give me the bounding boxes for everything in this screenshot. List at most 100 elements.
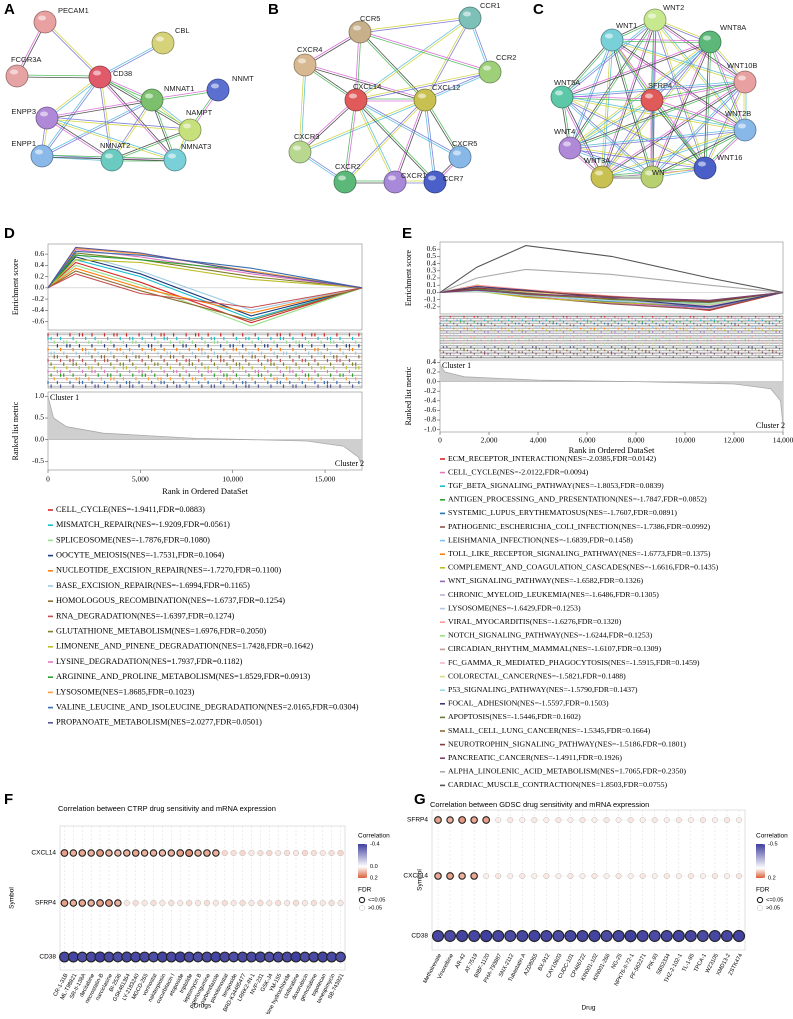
legend-label: NEUROTROPHIN_SIGNALING_PATHWAY(NES=-1.51… [448, 739, 686, 748]
node-label: ENPP3 [11, 107, 36, 116]
edge [46, 118, 190, 132]
y2-tick-label: -0.5 [32, 456, 44, 465]
y2-tick-label: 1.0 [35, 391, 45, 400]
dot [507, 873, 514, 879]
node-highlight [563, 141, 571, 147]
y-tick-label: 0.2 [35, 271, 45, 280]
node-label: CCR7 [443, 174, 463, 183]
dot [266, 849, 273, 857]
x-tick-label: 0 [46, 475, 50, 484]
legend-label: CHRONIC_MYELOID_LEUKEMIA(NES=-1.6486,FDR… [448, 590, 659, 599]
y-tick-label: -0.2 [424, 302, 436, 311]
edge [47, 100, 153, 120]
edge [562, 95, 746, 130]
edge [570, 100, 653, 150]
dot-plot: Correlation between GDSC drug sensitivit… [403, 800, 788, 1012]
x-axis-label: Rank in Ordered DataSet [162, 486, 248, 496]
edge [300, 100, 426, 154]
dot [114, 849, 122, 857]
panel-label: C [533, 1, 544, 18]
dot [87, 899, 95, 907]
node [163, 148, 187, 172]
node-label: SFRP4 [648, 81, 672, 90]
dot [735, 872, 743, 880]
y-tick-label: -0.1 [424, 294, 436, 303]
plot-frame [59, 825, 346, 971]
dot [519, 817, 526, 823]
gsea-plot: 0.60.50.40.30.20.10.0-0.1-0.20.40.20.0-0… [404, 241, 793, 789]
legend-label: SYSTEMIC_LUPUS_ERYTHEMATOSUS(NES=-1.7607… [448, 508, 677, 517]
es-curve [47, 252, 363, 289]
y-tick-label: 0.6 [35, 249, 45, 258]
node-highlight [349, 93, 357, 99]
legend-label: COMPLEMENT_AND_COAGULATION_CASCADES(NES=… [448, 563, 719, 572]
legend-label: HOMOLOGOUS_RECOMBINATION(NES=-1.6737,FDR… [56, 596, 285, 605]
node-highlight [428, 175, 436, 181]
node-label: WNT16 [717, 153, 742, 162]
dot [301, 899, 308, 907]
node-highlight [93, 70, 101, 76]
node [30, 144, 54, 168]
y-axis-label: Symbol [9, 887, 16, 909]
node-label: CCR1 [480, 1, 500, 10]
edge [710, 41, 747, 130]
node [693, 156, 717, 180]
node-highlight [145, 93, 153, 99]
edge [654, 20, 745, 84]
x-axis-label: Drugs [194, 1003, 212, 1010]
dot [588, 929, 601, 943]
edge [650, 100, 705, 169]
node-highlight [595, 170, 603, 176]
node [448, 145, 472, 169]
legend-label: APOPTOSIS(NES=-1.5446,FDR=0.1602) [448, 712, 581, 721]
fdr-label: <=0.05 [766, 897, 783, 903]
dot [114, 899, 122, 907]
edge [345, 100, 427, 183]
legend-title: FDR [756, 887, 770, 894]
edge [653, 20, 745, 131]
node [643, 8, 667, 32]
node-label: CXCL12 [432, 83, 460, 92]
metric-line [47, 396, 363, 466]
node [558, 136, 582, 160]
edge [562, 95, 653, 100]
y2-tick-label: 0.0 [35, 434, 45, 443]
dot [203, 849, 211, 857]
dot [185, 849, 194, 857]
node-highlight [453, 150, 461, 156]
edge [561, 18, 655, 97]
colorbar-label: 0.0 [370, 864, 378, 870]
dot [159, 899, 166, 907]
dot [248, 849, 255, 857]
node-label: WNT2B [725, 109, 751, 118]
edge [652, 99, 707, 168]
edge [569, 128, 745, 148]
dot [328, 899, 335, 907]
edge [298, 64, 305, 152]
dot [210, 951, 222, 963]
dot [246, 951, 257, 963]
node [140, 88, 164, 112]
edge [299, 98, 356, 152]
dot [284, 899, 291, 907]
legend-label: LIMONENE_AND_PINENE_DEGRADATION(NES=1.74… [56, 642, 313, 651]
dot [446, 816, 454, 824]
edge [570, 146, 706, 168]
edge [355, 100, 460, 159]
y-axis-label: Enrichment score [11, 258, 20, 315]
plot-frame [439, 359, 784, 433]
gsea-plot: 0.6 0.4 0.2 0.0 -0.2 -0.4 -0.6 1.0 0.5 0.0 -0.5 0 5,… [11, 243, 364, 727]
edge [111, 128, 190, 160]
dot [195, 899, 202, 907]
dot [696, 930, 709, 942]
dot [192, 951, 204, 963]
edge [652, 98, 746, 130]
node-highlight [293, 145, 301, 151]
dot [257, 849, 264, 857]
node [458, 6, 482, 30]
dot [335, 951, 346, 963]
edge [652, 42, 711, 101]
panel-label: D [4, 225, 15, 242]
legend-label: FOCAL_ADHESION(NES=-1.5597,FDR=0.1503) [448, 699, 609, 708]
